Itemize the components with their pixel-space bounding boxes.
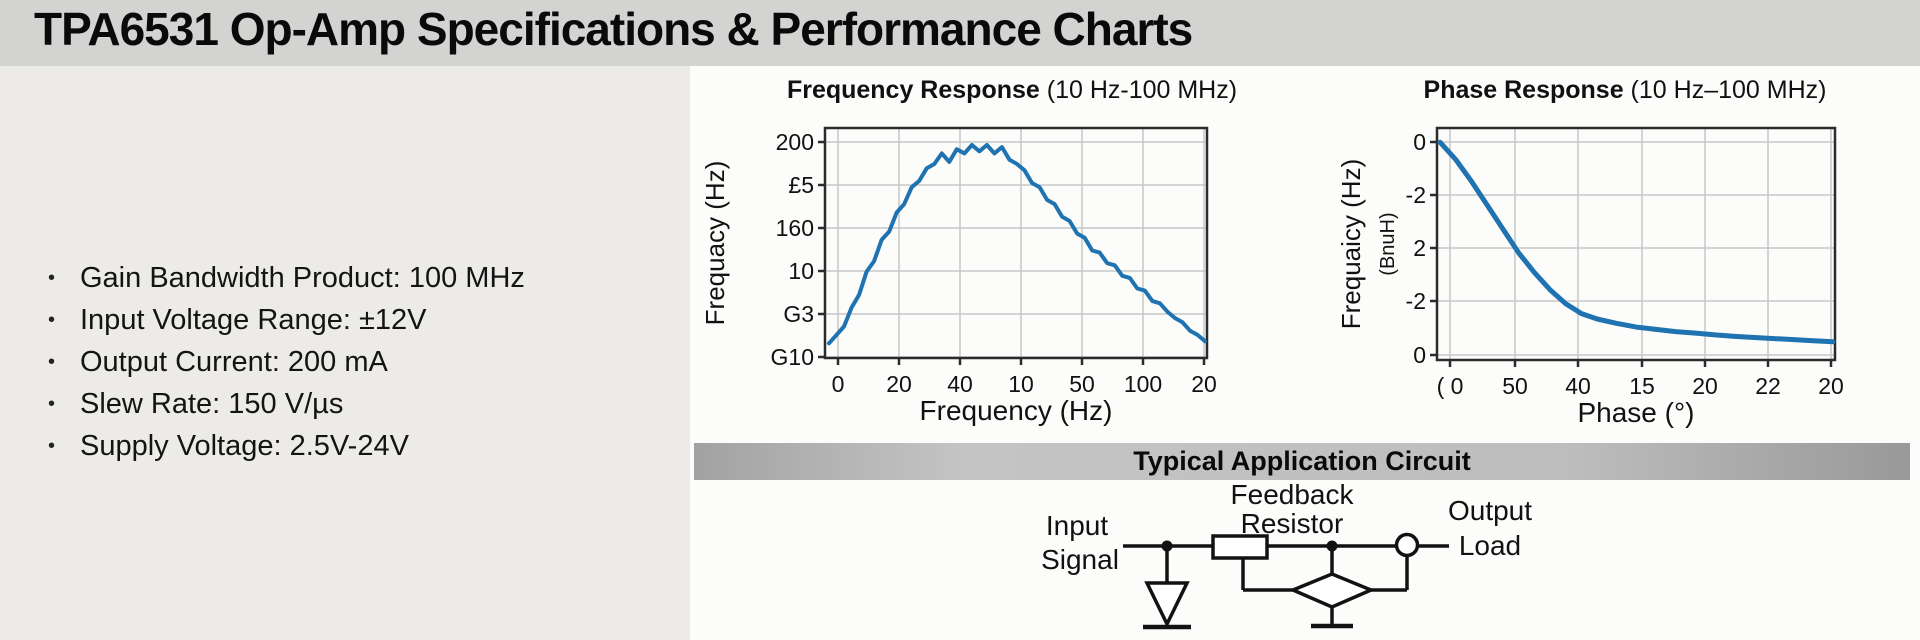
y-tick-label: G10: [771, 344, 814, 370]
y-tick-label: 0: [1413, 342, 1426, 368]
plot-frame: [1435, 126, 1837, 362]
comparator-diamond-symbol: [1288, 572, 1376, 609]
spec-item-slew-rate: • Slew Rate: 150 V/µs: [48, 383, 525, 425]
y-tick-label: -2: [1406, 182, 1426, 208]
y-tick-label: 10: [788, 258, 814, 284]
spec-item-label: Supply Voltage: 2.5V-24V: [80, 429, 409, 462]
plot-frame: [823, 126, 1209, 360]
y-axis-sublabel: (BnuH): [1377, 212, 1399, 275]
x-tick-label: 20: [1191, 371, 1217, 397]
frequency-response-chart: 0 20 40 10 50 100 20 200 £5 160 10 G3 G10 Frequency R…: [700, 76, 1237, 426]
y-tick-label: 2: [1413, 235, 1426, 261]
diode-to-ground-symbol: [1144, 581, 1190, 628]
y-axis-label: Frequaicy (Hz): [1336, 159, 1366, 329]
output-load-label: Load: [1459, 530, 1521, 561]
x-tick-label: 10: [1008, 371, 1034, 397]
spec-item-gain-bandwidth: • Gain Bandwidth Product: 100 MHz: [48, 257, 525, 299]
spec-item-label: Slew Rate: 150 V/µs: [80, 387, 344, 420]
y-tick-label: 0: [1413, 129, 1426, 155]
specifications-panel: • Gain Bandwidth Product: 100 MHz • Inpu…: [0, 66, 690, 640]
circuit-banner-title: Typical Application Circuit: [1133, 446, 1471, 476]
spec-item-label: Input Voltage Range: ±12V: [80, 303, 427, 336]
x-tick-label: 20: [1818, 373, 1844, 399]
x-tick-label: 50: [1502, 373, 1528, 399]
circuit-banner: Typical Application Circuit: [694, 443, 1910, 480]
output-load-label: Output: [1448, 495, 1532, 526]
spec-item-output-current: • Output Current: 200 mA: [48, 341, 525, 383]
bullet-icon: •: [48, 350, 56, 373]
x-tick-label: 22: [1755, 373, 1781, 399]
x-axis-label: Frequency (Hz): [920, 395, 1113, 426]
bullet-icon: •: [48, 308, 56, 331]
x-tick-label: 20: [1692, 373, 1718, 399]
x-axis-label: Phase (°): [1577, 397, 1694, 428]
y-axis-label: Frequacy (Hz): [700, 161, 730, 326]
data-curve: [827, 143, 1207, 346]
x-tick-label: 40: [947, 371, 973, 397]
bullet-icon: •: [48, 266, 56, 289]
spec-item-label: Output Current: 200 mA: [80, 345, 388, 378]
input-signal-label: Signal: [1041, 544, 1119, 575]
input-signal-label: Input: [1046, 510, 1108, 541]
x-tick-label: 15: [1629, 373, 1655, 399]
y-tick-label: £5: [788, 172, 814, 198]
junction-dot: [1161, 540, 1173, 552]
chart-title: Phase Response (10 Hz–100 MHz): [1424, 76, 1827, 104]
junction-dot: [1326, 540, 1338, 552]
y-tick-label: -2: [1406, 288, 1426, 314]
x-tick-label: 20: [886, 371, 912, 397]
bullet-icon: •: [48, 434, 56, 457]
output-node-circle: [1394, 532, 1420, 558]
y-tick-label: 160: [776, 215, 814, 241]
spec-list: • Gain Bandwidth Product: 100 MHz • Inpu…: [48, 257, 525, 467]
data-curve: [1437, 139, 1836, 345]
x-tick-label: 40: [1565, 373, 1591, 399]
x-tick-label: ( 0: [1437, 373, 1464, 399]
feedback-resistor-label: Feedback: [1231, 483, 1355, 510]
application-circuit-diagram: Input Signal Feedback Resistor Output Lo…: [1041, 483, 1532, 630]
bullet-icon: •: [48, 392, 56, 415]
spec-item-input-voltage: • Input Voltage Range: ±12V: [48, 299, 525, 341]
spec-item-label: Gain Bandwidth Product: 100 MHz: [80, 261, 525, 294]
feedback-resistor-label: Resistor: [1241, 508, 1344, 539]
x-tick-label: 50: [1069, 371, 1095, 397]
x-tick-label: 100: [1124, 371, 1162, 397]
y-tick-label: G3: [783, 301, 814, 327]
title-bar: TPA6531 Op-Amp Specifications & Performa…: [0, 0, 1920, 66]
page-title: TPA6531 Op-Amp Specifications & Performa…: [34, 3, 1193, 55]
y-tick-label: 200: [776, 129, 814, 155]
spec-item-supply-voltage: • Supply Voltage: 2.5V-24V: [48, 425, 525, 467]
feedback-resistor-symbol: [1211, 534, 1269, 560]
x-tick-label: 0: [832, 371, 845, 397]
chart-title: Frequency Response (10 Hz-100 MHz): [787, 76, 1237, 104]
phase-response-chart: ( 0 50 40 15 20 22 20 0 -2 2 -2 0 Phase Response (10…: [1336, 76, 1844, 428]
